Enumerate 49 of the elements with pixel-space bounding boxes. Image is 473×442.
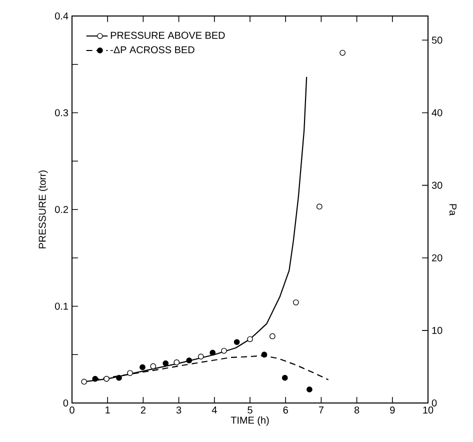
point xyxy=(198,354,204,360)
y-tick-label: 0.4 xyxy=(55,12,68,20)
x-tick-label: 3 xyxy=(176,406,182,414)
x-tick-label: 8 xyxy=(354,406,360,414)
point xyxy=(261,352,268,358)
y-tick-label: 0.2 xyxy=(55,206,68,214)
point xyxy=(81,378,88,385)
point xyxy=(127,370,133,376)
y2-tick-label: 50 xyxy=(432,36,442,44)
x-tick-label: 5 xyxy=(248,406,252,414)
y-tick-label: 0.3 xyxy=(55,109,68,116)
legend-label: PRESSURE ABOVE BED xyxy=(110,32,225,39)
x-axis-title: TIME (h) xyxy=(230,416,269,426)
x-tick-label: 4 xyxy=(212,406,217,414)
point xyxy=(104,376,110,382)
x-tick-label: 0 xyxy=(70,406,74,414)
point xyxy=(247,336,253,342)
point xyxy=(140,364,146,370)
point xyxy=(150,363,156,370)
point xyxy=(306,386,312,392)
point xyxy=(316,204,322,210)
point xyxy=(340,50,346,56)
point xyxy=(269,333,276,340)
point xyxy=(221,348,227,354)
x-tick-label: 1 xyxy=(106,406,110,414)
y2-tick-label: 40 xyxy=(432,109,442,116)
point xyxy=(92,376,98,382)
y-axis-title: PRESSURE (torr) xyxy=(38,170,48,248)
point xyxy=(234,339,240,345)
y2-tick-label: 30 xyxy=(432,182,442,189)
legend-label: -ΔP ACROSS BED xyxy=(110,46,194,54)
y2-tick-label: 0 xyxy=(432,399,437,407)
x-tick-label: 7 xyxy=(318,406,324,414)
x-tick-label: 6 xyxy=(283,406,288,414)
point xyxy=(162,360,169,366)
y-tick-label: 0.1 xyxy=(55,302,68,310)
point xyxy=(116,374,122,381)
x-tick-label: 9 xyxy=(390,406,395,414)
point xyxy=(292,299,299,306)
y2-tick-label: 10 xyxy=(432,326,442,334)
x-tick-label: 2 xyxy=(140,406,146,414)
y-tick-label: 0 xyxy=(63,399,68,407)
y2-axis-title: Pa xyxy=(449,204,456,216)
y2-tick-label: 20 xyxy=(432,254,442,262)
point xyxy=(186,357,192,364)
point xyxy=(210,350,216,356)
x-tick-label: 10 xyxy=(423,406,434,414)
point xyxy=(282,374,288,381)
point xyxy=(174,359,180,366)
